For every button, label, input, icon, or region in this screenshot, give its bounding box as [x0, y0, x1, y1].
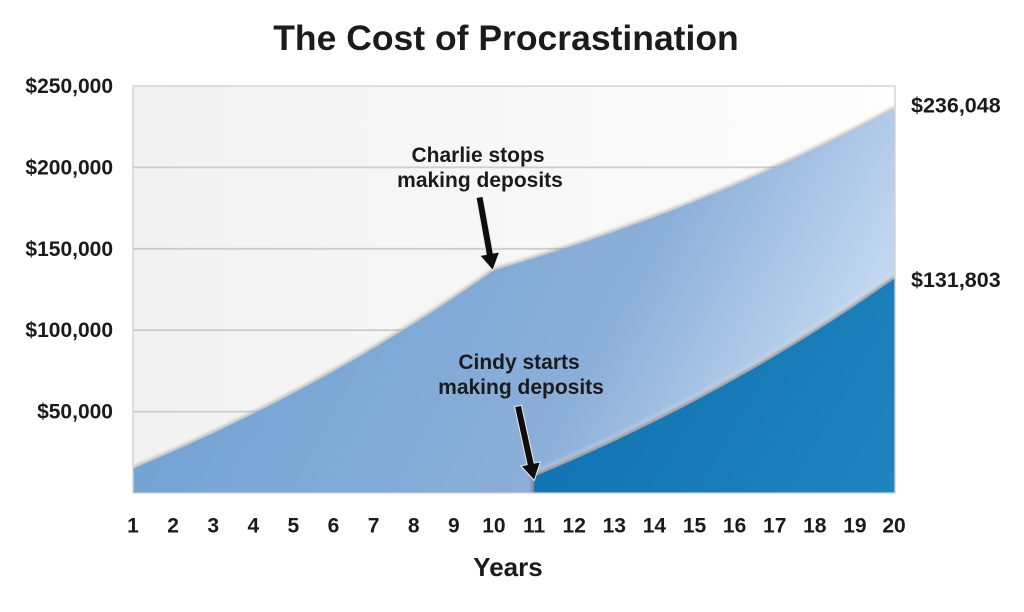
svg-text:11: 11: [523, 515, 546, 538]
svg-text:17: 17: [763, 515, 786, 538]
svg-text:$200,000: $200,000: [25, 156, 113, 179]
svg-text:making deposits: making deposits: [397, 169, 563, 192]
svg-text:$100,000: $100,000: [25, 319, 113, 342]
svg-text:14: 14: [643, 515, 667, 538]
svg-text:Charlie stops: Charlie stops: [411, 144, 544, 167]
svg-text:The Cost of Procrastination: The Cost of Procrastination: [273, 18, 739, 58]
svg-text:$150,000: $150,000: [25, 238, 113, 261]
svg-text:$131,803: $131,803: [911, 268, 1001, 292]
svg-text:7: 7: [368, 515, 380, 538]
svg-text:8: 8: [408, 515, 420, 538]
svg-text:$250,000: $250,000: [25, 75, 113, 98]
svg-text:Cindy starts: Cindy starts: [458, 351, 579, 374]
svg-text:3: 3: [207, 515, 219, 538]
svg-text:15: 15: [683, 515, 707, 538]
svg-text:9: 9: [448, 515, 460, 538]
svg-text:$236,048: $236,048: [911, 94, 1001, 118]
svg-text:13: 13: [603, 515, 626, 538]
svg-text:$50,000: $50,000: [37, 401, 113, 424]
svg-text:18: 18: [803, 515, 827, 538]
svg-text:12: 12: [563, 515, 586, 538]
svg-text:4: 4: [247, 515, 259, 538]
svg-text:20: 20: [882, 515, 905, 538]
svg-text:10: 10: [482, 515, 505, 538]
svg-text:2: 2: [167, 515, 179, 538]
svg-text:1: 1: [127, 515, 139, 538]
svg-text:6: 6: [328, 515, 340, 538]
svg-text:Years: Years: [473, 552, 542, 582]
svg-text:5: 5: [288, 515, 300, 538]
svg-text:making deposits: making deposits: [438, 376, 604, 399]
svg-text:16: 16: [723, 515, 746, 538]
svg-text:19: 19: [843, 515, 866, 538]
